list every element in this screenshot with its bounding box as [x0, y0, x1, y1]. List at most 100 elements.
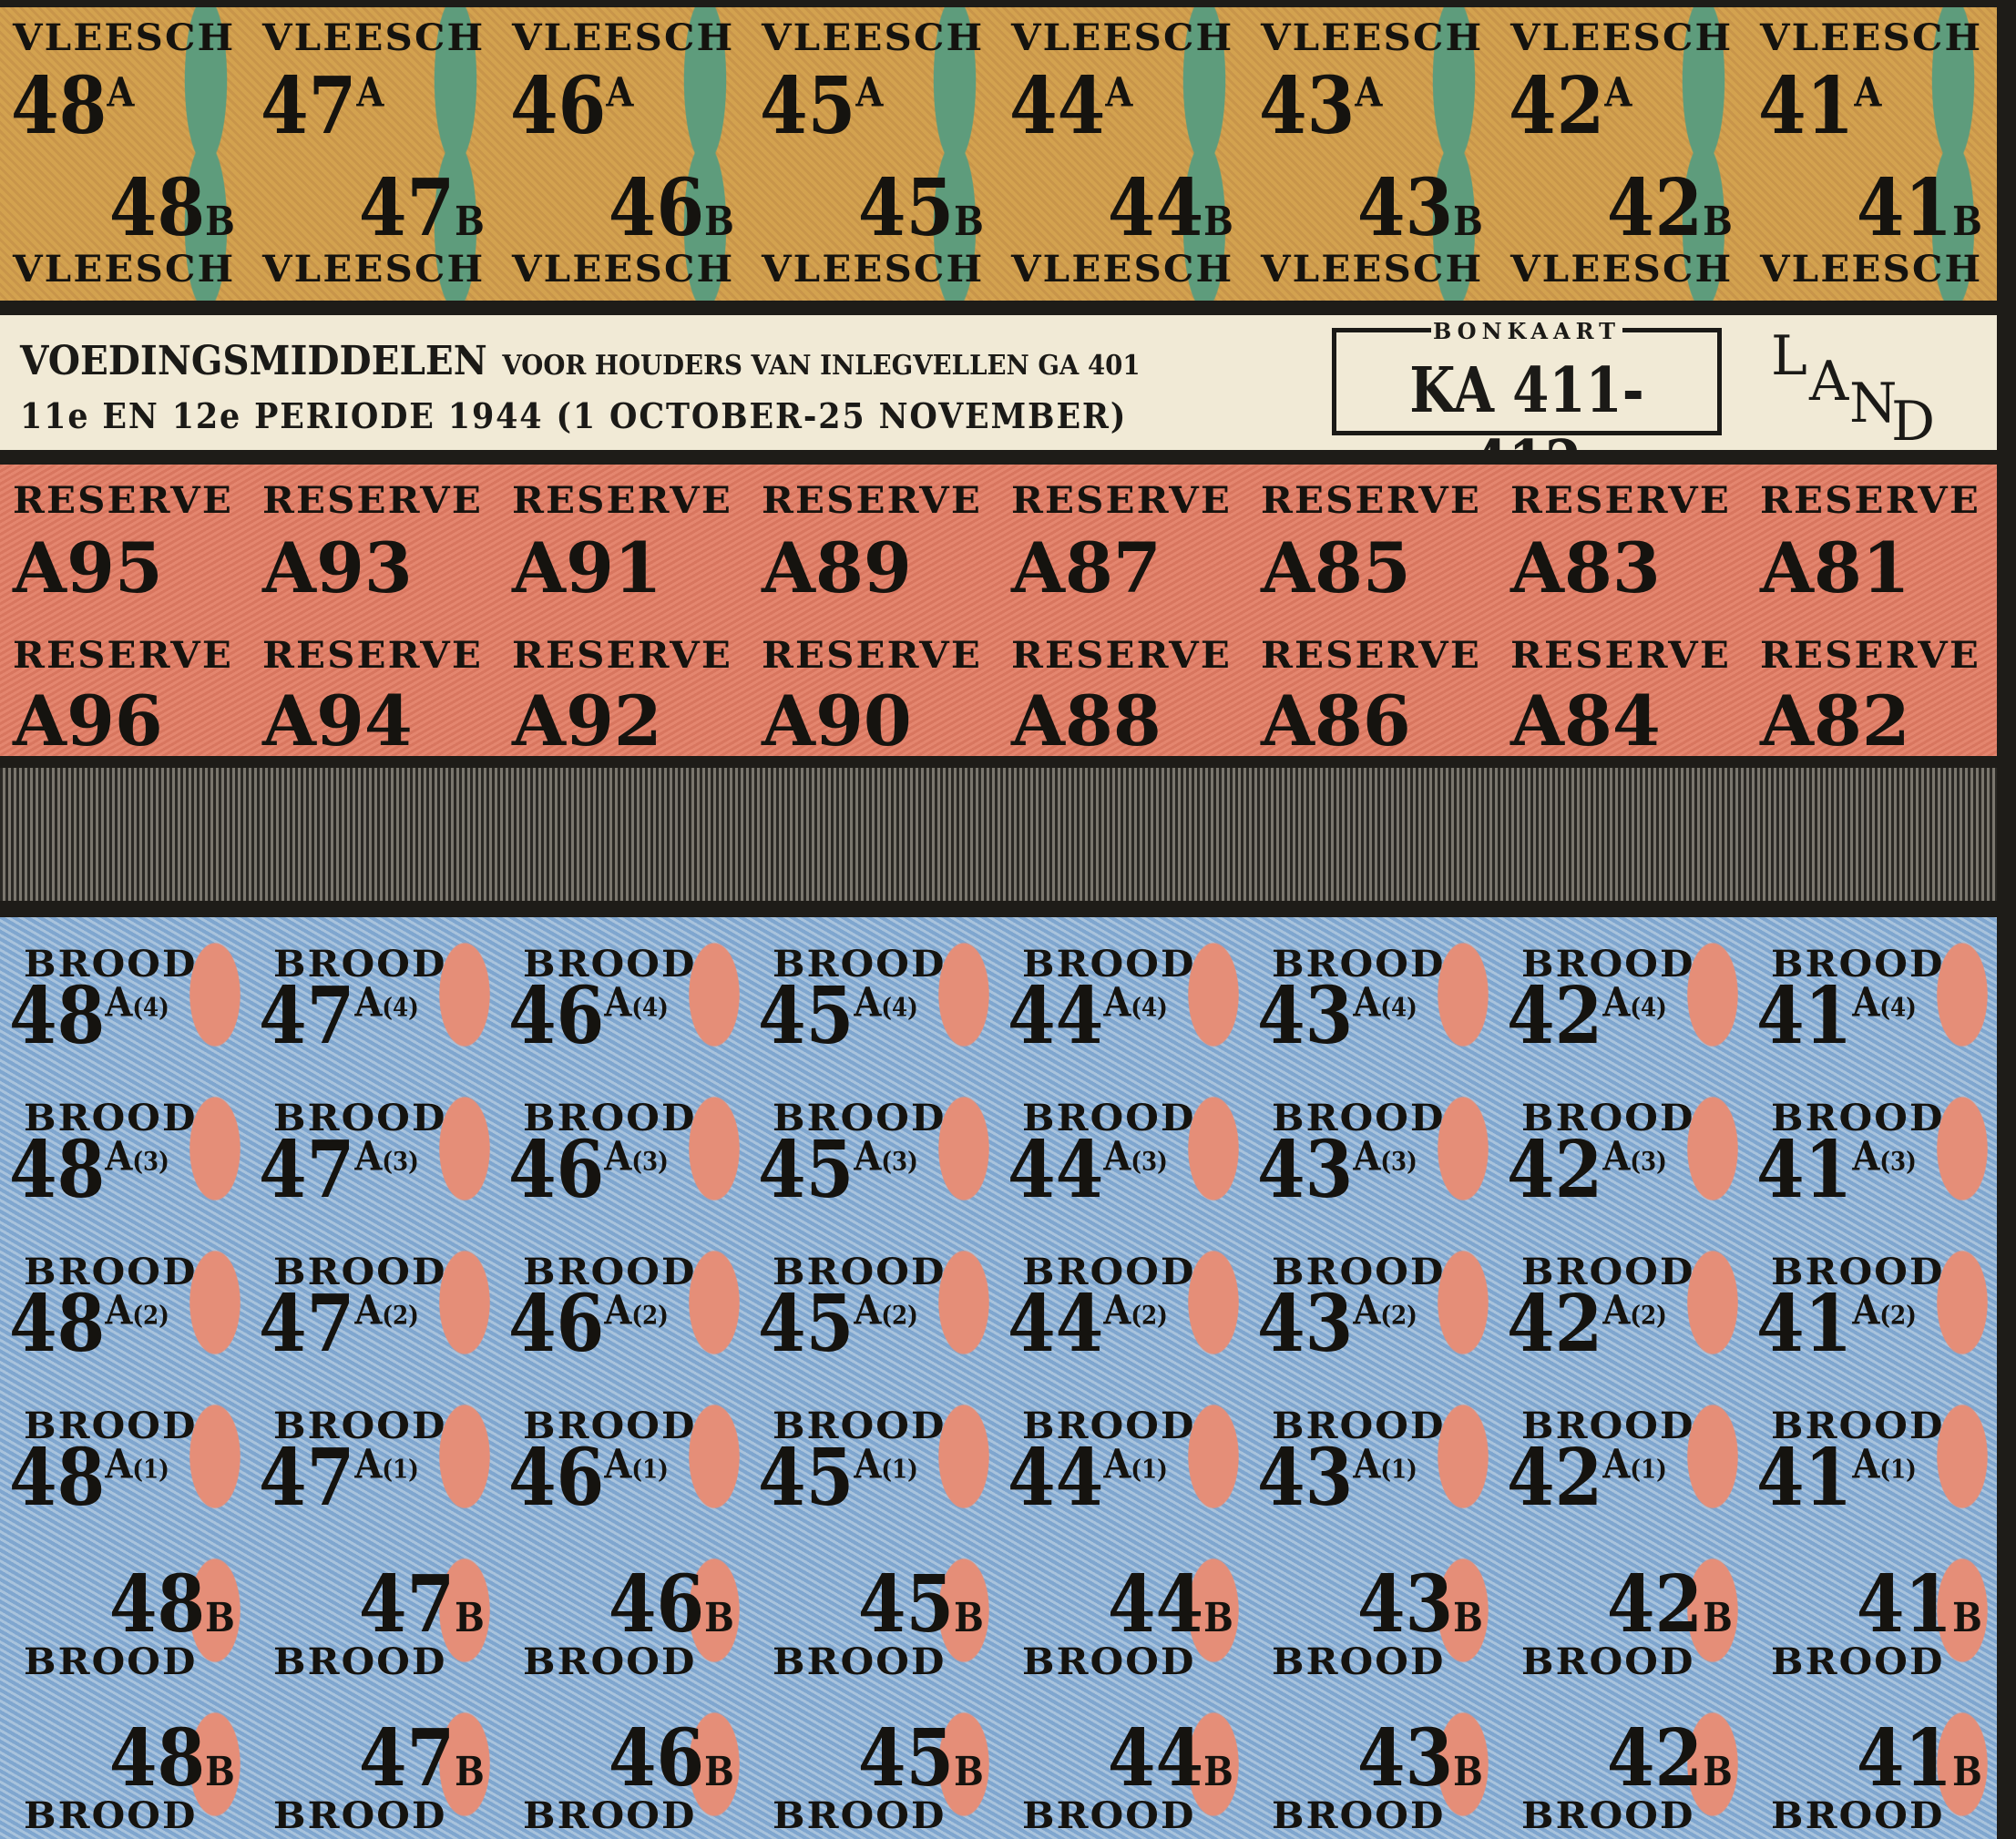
- brood-coupon: BROOD 46A(4): [499, 917, 749, 1071]
- letter: B: [704, 1749, 734, 1795]
- coupon-label: BROOD: [273, 1405, 447, 1447]
- brood-coupon: BROOD 41A(1): [1747, 1379, 1997, 1533]
- number: 45: [760, 60, 856, 152]
- coupon-number: 44B: [1108, 1720, 1233, 1798]
- number: 42: [1606, 1712, 1704, 1804]
- coupon-label: BROOD: [1272, 1794, 1446, 1837]
- brood-coupon: BROOD 43A(2): [1248, 1225, 1498, 1379]
- coupon-label: BROOD: [1272, 1251, 1446, 1293]
- coupon-number: 46A(2): [508, 1285, 669, 1364]
- coupon-label: BROOD: [273, 1251, 447, 1293]
- brood-coupon: 41B BROOD: [1747, 1687, 1997, 1839]
- period-text: 11e EN 12e PERIODE 1944 (1 OCTOBER-25 NO…: [20, 395, 1128, 436]
- coupon-number: 41A(1): [1756, 1439, 1917, 1517]
- coupon-label: RESERVE: [762, 634, 982, 677]
- coupon-label: BROOD: [1272, 1640, 1446, 1683]
- number: 42: [1606, 1558, 1704, 1650]
- number: 44: [1008, 1278, 1104, 1370]
- number: 48: [9, 1432, 106, 1524]
- letter: A: [1353, 1441, 1381, 1488]
- sub-index: (1): [1131, 1454, 1168, 1485]
- brood-coupon: 45B BROOD: [749, 1687, 998, 1839]
- coupon-label: RESERVE: [1510, 479, 1731, 522]
- number: 46: [608, 1712, 705, 1804]
- sub-index: (2): [132, 1300, 169, 1331]
- number: 48: [108, 1558, 206, 1650]
- reserve-coupon-number: A83: [1510, 527, 1661, 608]
- vleesch-coupon-column: VLEESCH 43A 43B VLEESCH: [1248, 7, 1498, 301]
- letter: A: [105, 1441, 133, 1488]
- number: 46: [608, 162, 705, 254]
- sub-index: (4): [1879, 992, 1917, 1023]
- coupon-label: RESERVE: [13, 634, 233, 677]
- coupon-number: 48A(2): [9, 1285, 169, 1364]
- letter: A: [1353, 979, 1381, 1027]
- letter: B: [954, 199, 984, 245]
- number: 42: [1507, 970, 1603, 1062]
- coupon-label: VLEESCH: [512, 248, 735, 291]
- coupon-number-b: 47B: [359, 169, 485, 248]
- sub-index: (2): [881, 1300, 918, 1331]
- coupon-label: BROOD: [523, 1097, 697, 1139]
- coupon-number-a: 44A: [1009, 67, 1132, 146]
- coupon-number: 48B: [109, 1720, 235, 1798]
- brood-coupon: 46B BROOD: [499, 1533, 749, 1687]
- sub-index: (4): [1380, 992, 1417, 1023]
- coupon-number: 41A(3): [1756, 1131, 1917, 1210]
- coupon-number: 43A(1): [1257, 1439, 1417, 1517]
- number: 46: [508, 970, 605, 1062]
- number: 41: [1856, 1712, 1953, 1804]
- number: 47: [358, 1712, 455, 1804]
- letter: A: [1604, 69, 1632, 117]
- sub-index: (2): [1630, 1300, 1667, 1331]
- coupon-number: 42B: [1607, 1566, 1733, 1644]
- number: 43: [1356, 162, 1454, 254]
- sub-index: (1): [1380, 1454, 1417, 1485]
- number: 43: [1257, 1432, 1354, 1524]
- coupon-label: BROOD: [1272, 1097, 1446, 1139]
- letter: A: [1602, 1287, 1631, 1334]
- brood-coupon: BROOD 41A(4): [1747, 917, 1997, 1071]
- brood-coupon: BROOD 47A(2): [250, 1225, 499, 1379]
- coupon-label: BROOD: [24, 1097, 198, 1139]
- sub-index: (2): [382, 1300, 419, 1331]
- letter: A: [604, 979, 632, 1027]
- reserve-coupon-number: A81: [1760, 527, 1910, 608]
- coupon-number: 41A(2): [1756, 1285, 1917, 1364]
- number: 42: [1509, 60, 1605, 152]
- number: 43: [1257, 1278, 1354, 1370]
- land-letter: D: [1891, 390, 1936, 450]
- number: 45: [758, 1432, 854, 1524]
- coupon-label: VLEESCH: [762, 248, 985, 291]
- coupon-label: VLEESCH: [1760, 248, 1983, 291]
- letter: A: [854, 1287, 882, 1334]
- coupon-number: 47A(1): [259, 1439, 419, 1517]
- coupon-number: 45A(3): [758, 1131, 918, 1210]
- number: 48: [9, 1278, 106, 1370]
- reserve-coupon-number: A90: [762, 680, 912, 756]
- brood-coupon: BROOD 47A(3): [250, 1071, 499, 1225]
- letter: A: [1852, 1133, 1880, 1180]
- number: 42: [1507, 1124, 1603, 1216]
- coupon-label: BROOD: [273, 1097, 447, 1139]
- coupon-label: BROOD: [24, 1640, 198, 1683]
- letter: B: [1703, 1595, 1733, 1641]
- coupon-number: 42A(4): [1507, 977, 1667, 1056]
- brood-coupon: 47B BROOD: [250, 1687, 499, 1839]
- sub-index: (1): [881, 1454, 918, 1485]
- coupon-label: BROOD: [273, 1640, 447, 1683]
- letter: B: [1203, 1749, 1233, 1795]
- coupon-label: BROOD: [273, 943, 447, 986]
- coupon-label: BROOD: [773, 1251, 947, 1293]
- sub-index: (3): [382, 1146, 419, 1177]
- reserve-coupon-number: A94: [262, 680, 413, 756]
- coupon-number-b: 42B: [1607, 169, 1733, 248]
- coupon-label: BROOD: [773, 1097, 947, 1139]
- number: 44: [1107, 1558, 1204, 1650]
- coupon-label: RESERVE: [1261, 634, 1481, 677]
- brood-coupon: BROOD 45A(3): [749, 1071, 998, 1225]
- brood-coupon: BROOD 47A(1): [250, 1379, 499, 1533]
- coupon-number: 44B: [1108, 1566, 1233, 1644]
- coupon-number: 47A(3): [259, 1131, 419, 1210]
- land-letter: A: [1809, 350, 1849, 414]
